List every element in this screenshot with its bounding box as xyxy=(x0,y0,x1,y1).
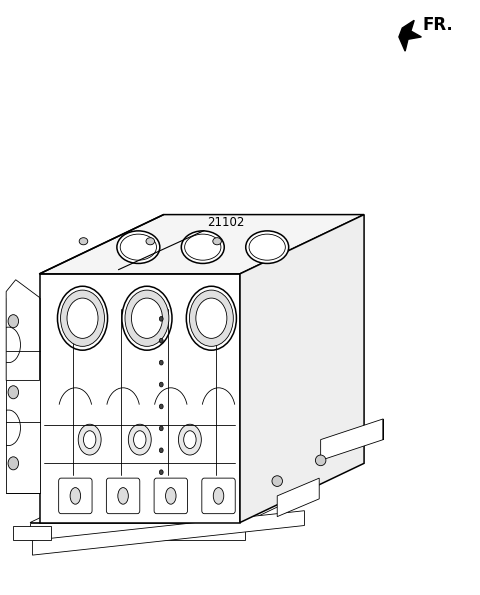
Ellipse shape xyxy=(159,404,163,409)
Ellipse shape xyxy=(272,476,282,487)
Ellipse shape xyxy=(118,488,128,504)
Text: FR.: FR. xyxy=(423,16,454,34)
Polygon shape xyxy=(33,511,304,555)
Ellipse shape xyxy=(159,448,163,453)
Polygon shape xyxy=(277,478,319,516)
Polygon shape xyxy=(6,298,39,493)
Ellipse shape xyxy=(159,361,163,365)
Ellipse shape xyxy=(166,488,176,504)
Polygon shape xyxy=(39,274,240,522)
Polygon shape xyxy=(6,280,39,380)
Ellipse shape xyxy=(184,431,196,449)
Ellipse shape xyxy=(159,339,163,343)
Polygon shape xyxy=(240,215,364,522)
Ellipse shape xyxy=(132,298,162,339)
Ellipse shape xyxy=(117,231,160,264)
Ellipse shape xyxy=(8,457,19,470)
FancyBboxPatch shape xyxy=(59,478,92,513)
Polygon shape xyxy=(39,215,364,274)
FancyBboxPatch shape xyxy=(107,478,140,513)
Ellipse shape xyxy=(125,290,169,346)
Ellipse shape xyxy=(159,426,163,431)
Ellipse shape xyxy=(213,488,224,504)
Ellipse shape xyxy=(190,290,233,346)
Ellipse shape xyxy=(60,290,105,346)
Ellipse shape xyxy=(133,431,146,449)
Ellipse shape xyxy=(186,286,237,350)
Ellipse shape xyxy=(58,286,108,350)
Ellipse shape xyxy=(78,424,101,455)
Ellipse shape xyxy=(79,237,88,245)
Ellipse shape xyxy=(8,315,19,328)
Ellipse shape xyxy=(179,424,201,455)
Text: 21102: 21102 xyxy=(207,217,244,230)
Ellipse shape xyxy=(196,298,227,339)
Ellipse shape xyxy=(128,424,151,455)
Polygon shape xyxy=(13,525,51,540)
Polygon shape xyxy=(399,20,421,51)
Ellipse shape xyxy=(315,455,326,466)
FancyBboxPatch shape xyxy=(154,478,188,513)
Ellipse shape xyxy=(122,286,172,350)
Ellipse shape xyxy=(213,237,221,245)
Ellipse shape xyxy=(8,386,19,399)
FancyBboxPatch shape xyxy=(202,478,235,513)
Ellipse shape xyxy=(181,231,224,264)
Ellipse shape xyxy=(146,237,155,245)
Ellipse shape xyxy=(159,470,163,475)
Polygon shape xyxy=(321,419,383,461)
Ellipse shape xyxy=(159,317,163,321)
Ellipse shape xyxy=(67,298,98,339)
Polygon shape xyxy=(30,522,245,540)
Ellipse shape xyxy=(84,431,96,449)
Ellipse shape xyxy=(159,382,163,387)
Ellipse shape xyxy=(70,488,81,504)
Polygon shape xyxy=(30,490,313,522)
Ellipse shape xyxy=(246,231,288,264)
